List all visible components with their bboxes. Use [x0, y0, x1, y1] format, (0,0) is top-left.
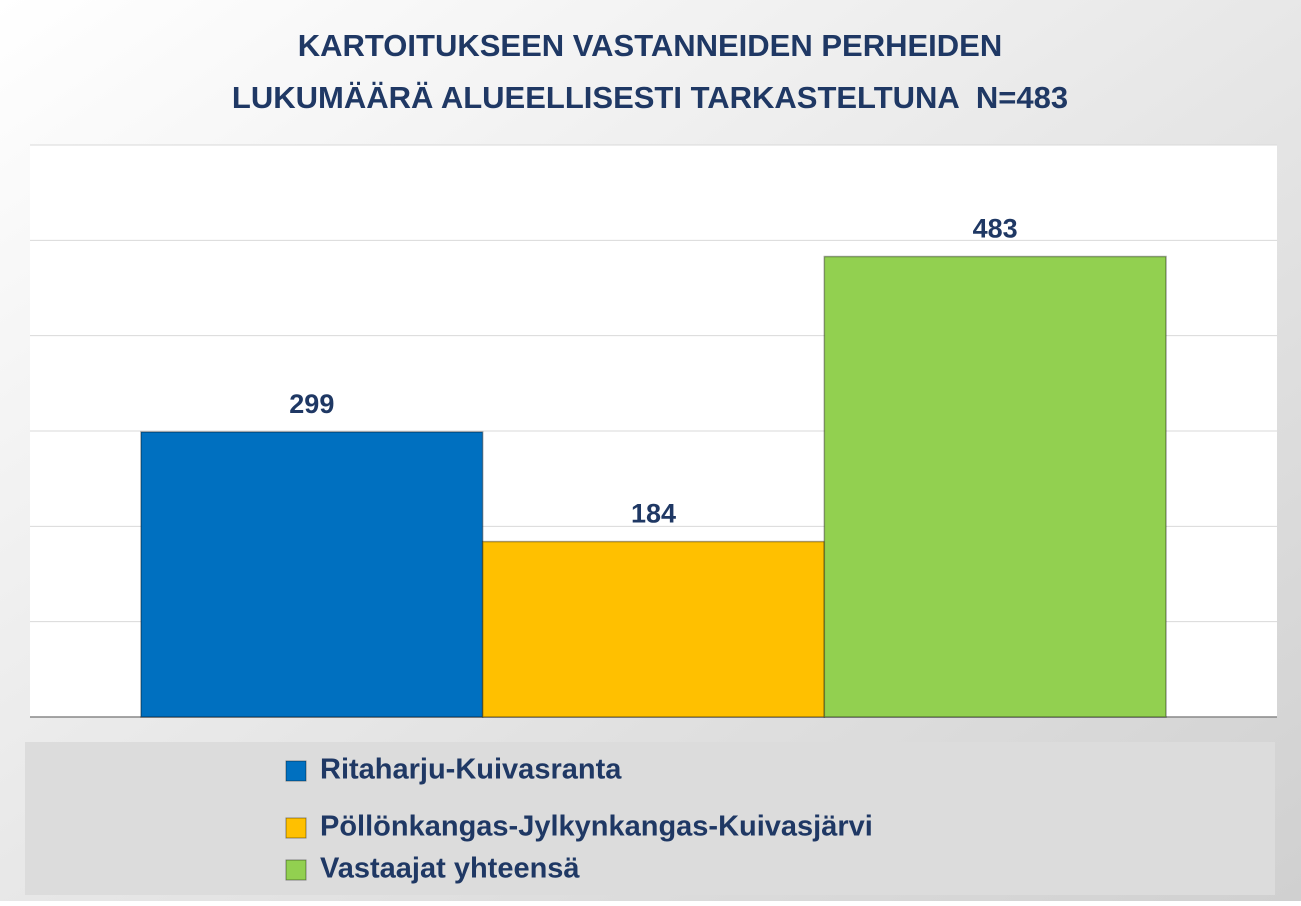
legend-label: Ritaharju-Kuivasranta: [320, 754, 622, 786]
bar: [823, 255, 1167, 718]
value-label: 184: [631, 499, 676, 529]
chart-title: LUKUMÄÄRÄ ALUEELLISESTI TARKASTELTUNA N=…: [232, 80, 1068, 115]
legend-swatch: [285, 760, 307, 782]
chart-title: KARTOITUKSEEN VASTANNEIDEN PERHEIDEN: [298, 28, 1002, 63]
legend-swatch: [285, 859, 307, 881]
bar: [140, 431, 484, 718]
value-label: 483: [973, 214, 1018, 244]
legend-label: Pöllönkangas-Jylkynkangas-Kuivasjärvi: [320, 811, 873, 843]
bar: [481, 540, 826, 718]
legend-label: Vastaajat yhteensä: [320, 853, 580, 885]
legend-box: [25, 742, 1275, 895]
legend-swatch: [285, 817, 307, 839]
value-label: 299: [289, 389, 334, 419]
